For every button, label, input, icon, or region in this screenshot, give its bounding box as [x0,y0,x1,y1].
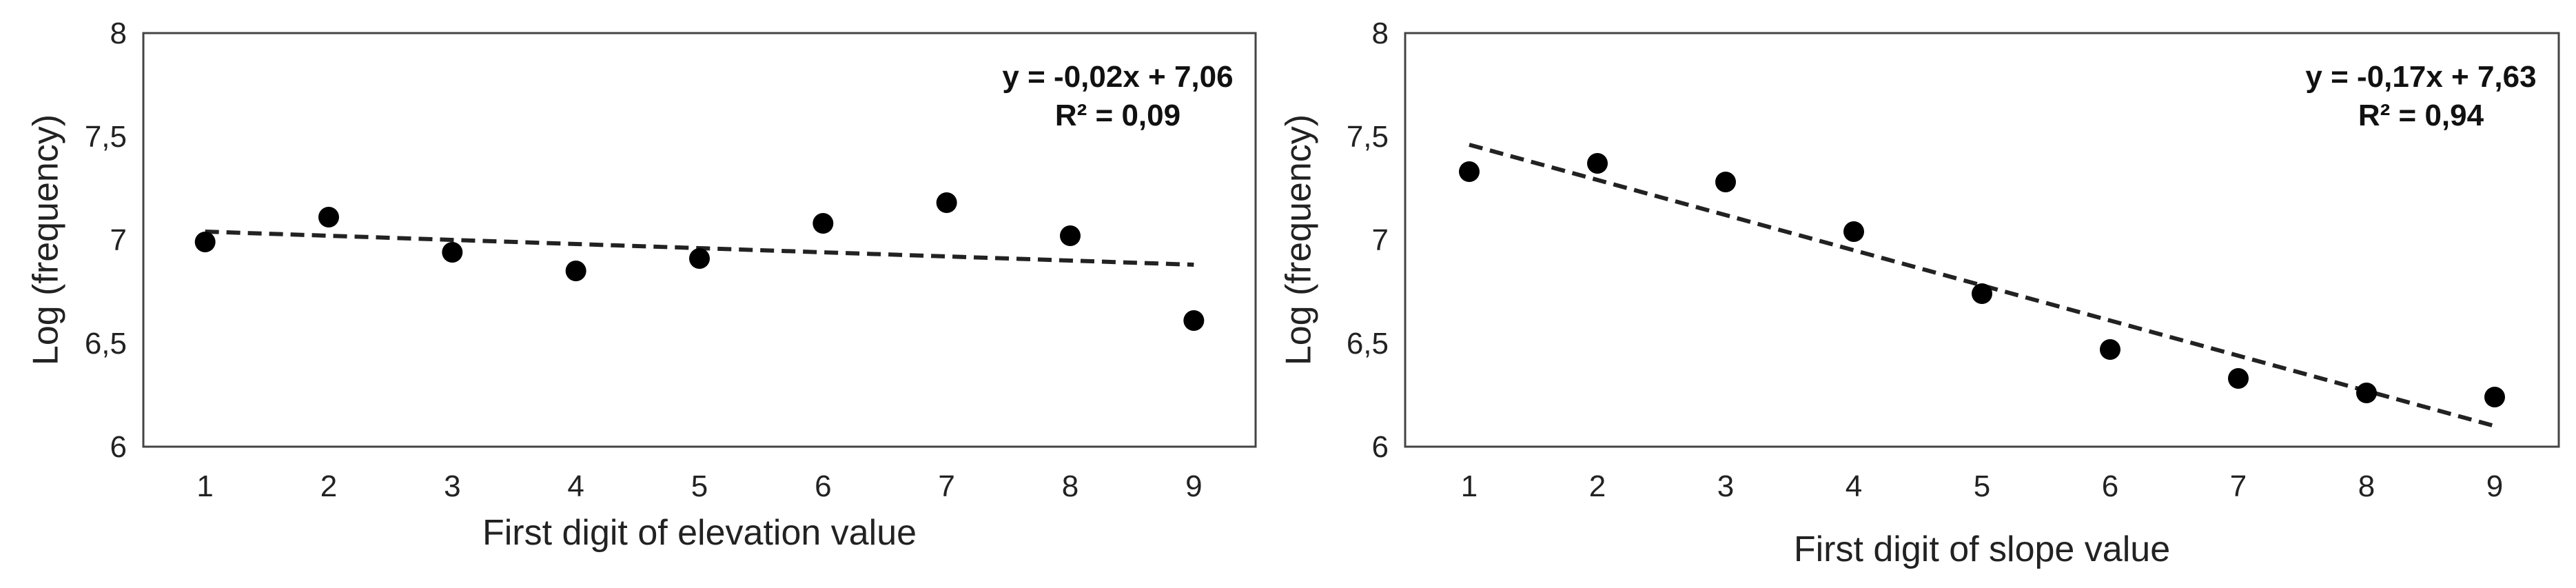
chart-2-x-tick-label: 1 [1461,469,1478,503]
chart-2-y-axis-title: Log (frequency) [1279,114,1319,365]
chart-1-r-squared: R² = 0,09 [1055,99,1180,132]
chart-2-x-tick-label: 6 [2102,469,2118,503]
chart-2-y-tick-label: 8 [1372,17,1389,50]
chart-2-data-point [1972,283,1992,304]
chart-1-regression-equation: y = -0,02x + 7,06 [1002,60,1233,94]
chart-2-y-tick-label: 6 [1372,430,1389,464]
chart-1-y-tick-label: 6,5 [85,327,127,361]
chart-1-y-tick-label: 8 [110,17,127,50]
chart-1: 6 6,5 7 7,5 8 1 2 3 4 5 6 7 8 9 First digit of elevati… [26,17,1257,553]
chart-1-x-tick-label: 2 [320,469,337,503]
chart-2-x-tick-label: 5 [1974,469,1990,503]
chart-2: 6 6,5 7 7,5 8 1 2 3 4 5 6 7 8 9 First digit of slope v… [1279,17,2560,569]
chart-2-x-tick-label: 7 [2230,469,2247,503]
chart-2-data-point [1587,153,1608,174]
chart-1-plot-frame [142,32,1257,448]
chart-1-x-tick-label: 1 [196,469,213,503]
chart-1-data-point [1060,225,1081,246]
chart-2-plot-frame [1404,32,2560,448]
chart-1-x-tick-label: 3 [444,469,460,503]
chart-2-data-point [2100,339,2120,360]
chart-2-x-tick-label: 4 [1846,469,1862,503]
chart-2-data-point [1459,161,1480,182]
chart-1-data-point [812,213,834,234]
chart-1-y-tick-label: 7 [110,223,127,257]
chart-1-x-tick-label: 6 [815,469,831,503]
chart-1-data-point [936,192,957,213]
chart-2-x-tick-label: 3 [1717,469,1734,503]
chart-2-data-point [2356,383,2377,403]
chart-2-r-squared: R² = 0,94 [2358,99,2484,132]
chart-1-x-tick-label: 5 [691,469,708,503]
chart-1-y-tick-label: 7,5 [85,120,127,154]
chart-2-y-tick-label: 6,5 [1347,327,1389,361]
chart-1-data-point [318,207,339,227]
chart-1-data-point [442,242,463,263]
chart-1-x-axis-title: First digit of elevation value [482,513,917,553]
chart-2-x-axis-title: First digit of slope value [1794,529,2170,569]
chart-1-data-point [689,248,710,269]
chart-1-data-point [1183,310,1205,331]
chart-1-x-tick-label: 4 [567,469,584,503]
chart-2-data-point [2484,387,2505,407]
chart-1-x-tick-label: 8 [1062,469,1079,503]
chart-2-data-point [2228,368,2249,389]
chart-1-data-point [565,261,586,281]
chart-2-x-tick-label: 8 [2358,469,2375,503]
chart-1-data-point [194,232,216,252]
chart-1-y-axis-title: Log (frequency) [26,114,66,365]
chart-1-x-tick-label: 9 [1185,469,1202,503]
chart-2-x-tick-label: 9 [2486,469,2503,503]
chart-1-x-tick-label: 7 [938,469,954,503]
chart-2-y-tick-label: 7,5 [1347,120,1389,154]
chart-2-regression-equation: y = -0,17x + 7,63 [2305,60,2536,94]
chart-2-y-tick-label: 7 [1372,223,1389,257]
chart-2-data-point [1715,172,1736,192]
chart-2-data-point [1843,221,1864,242]
chart-2-trendline [1469,143,2495,428]
chart-2-x-tick-label: 2 [1589,469,1606,503]
chart-1-y-tick-label: 6 [110,430,127,464]
